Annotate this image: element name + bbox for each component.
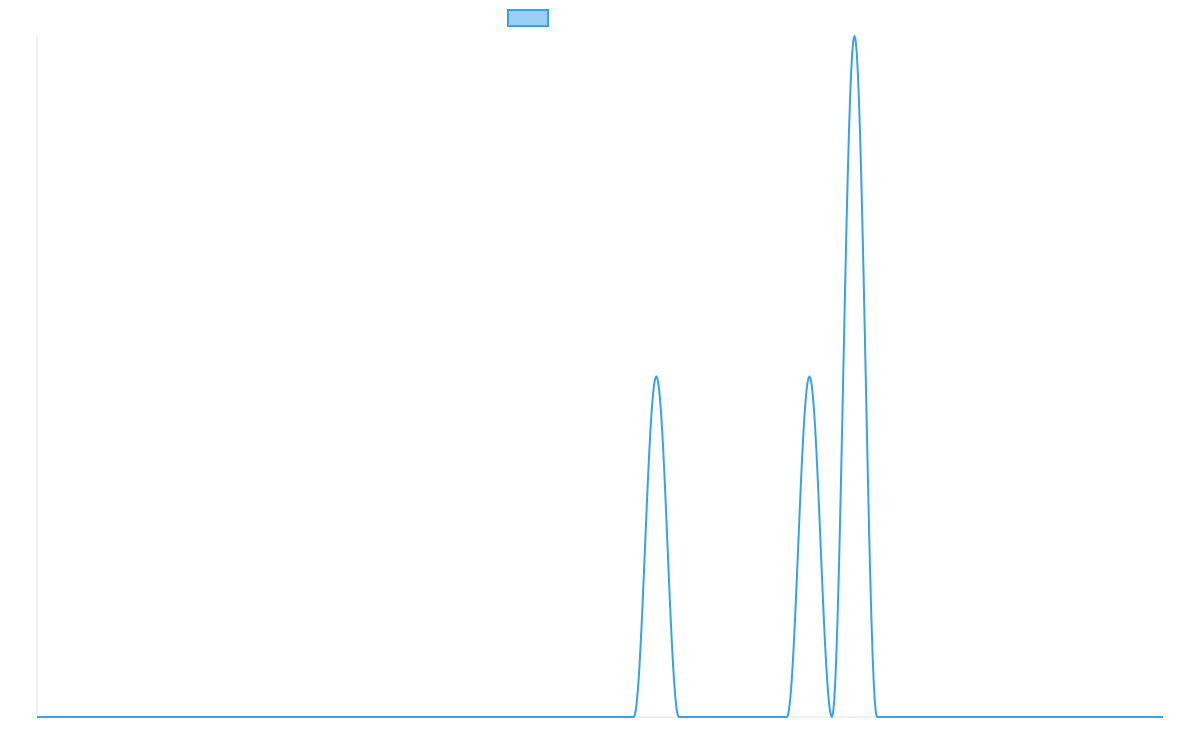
legend-swatch[interactable] (507, 9, 549, 27)
legend[interactable] (507, 9, 549, 27)
series-layer (37, 35, 1163, 718)
series-line-0 (37, 35, 1163, 718)
